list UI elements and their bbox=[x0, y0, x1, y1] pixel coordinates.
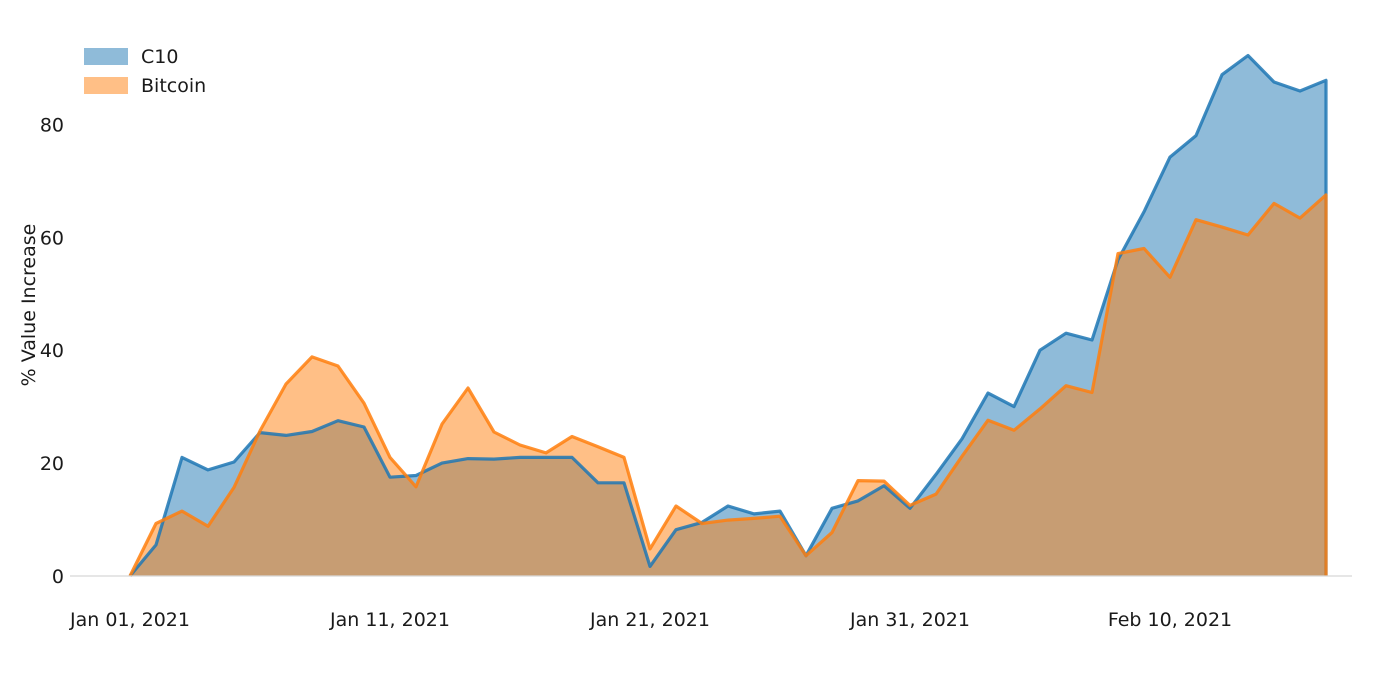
x-tick-label: Jan 01, 2021 bbox=[69, 609, 190, 631]
y-axis-ticks: 0 20 40 60 80 bbox=[40, 114, 64, 588]
legend-swatch-bitcoin bbox=[84, 77, 128, 94]
y-tick-label: 80 bbox=[40, 114, 64, 136]
legend-label-bitcoin: Bitcoin bbox=[141, 75, 206, 97]
x-tick-label: Feb 10, 2021 bbox=[1108, 609, 1232, 631]
x-tick-label: Jan 21, 2021 bbox=[589, 609, 710, 631]
line-c10 bbox=[128, 53, 1328, 578]
legend: C10 Bitcoin bbox=[84, 46, 206, 97]
series-lines-group bbox=[128, 53, 1328, 578]
y-tick-label: 20 bbox=[40, 453, 64, 475]
y-axis-label: % Value Increase bbox=[18, 224, 40, 387]
legend-swatch-c10 bbox=[84, 48, 128, 65]
line-bitcoin bbox=[128, 193, 1328, 577]
x-axis-ticks: Jan 01, 2021 Jan 11, 2021 Jan 21, 2021 Jan … bbox=[69, 609, 1232, 631]
area-bitcoin bbox=[130, 194, 1326, 576]
y-tick-label: 0 bbox=[52, 566, 64, 588]
legend-label-c10: C10 bbox=[141, 46, 178, 68]
y-tick-label: 40 bbox=[40, 340, 64, 362]
y-tick-label: 60 bbox=[40, 227, 64, 249]
area-series-group bbox=[130, 55, 1326, 576]
x-tick-label: Jan 11, 2021 bbox=[329, 609, 450, 631]
x-tick-label: Jan 31, 2021 bbox=[849, 609, 970, 631]
